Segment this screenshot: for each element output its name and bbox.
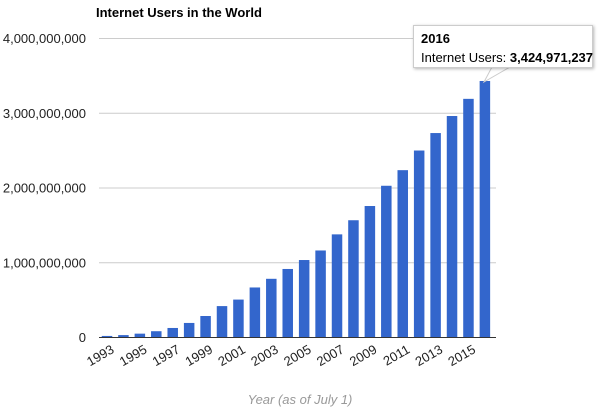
bar-1998[interactable] [183, 322, 195, 337]
bar-2008[interactable] [348, 220, 359, 337]
tooltip-value: 3,424,971,237 [509, 50, 594, 65]
bar-2004[interactable] [282, 268, 293, 337]
x-tick-label: 1999 [183, 342, 216, 369]
x-tick-label: 2011 [381, 342, 413, 369]
chart-title: Internet Users in the World [96, 5, 262, 20]
bar-2006[interactable] [315, 250, 326, 337]
tooltip-year: 2016 [421, 31, 450, 46]
y-tick-label: 3,000,000,000 [3, 106, 86, 121]
bar-2009[interactable] [364, 206, 376, 337]
y-tick-label: 2,000,000,000 [3, 181, 86, 196]
bar-2015[interactable] [463, 98, 474, 337]
x-tick-label: 2001 [215, 342, 248, 369]
bar-1996[interactable] [151, 331, 162, 337]
bar-2007[interactable] [331, 234, 343, 337]
tooltip: 2016 Internet Users: 3,424,971,237 [413, 25, 593, 68]
bar-2016[interactable] [479, 80, 491, 337]
bar-2014[interactable] [446, 116, 458, 337]
bar-2010[interactable] [381, 185, 392, 337]
y-tick-label: 0 [79, 330, 86, 345]
bar-1993[interactable] [101, 335, 113, 337]
y-tick-label: 4,000,000,000 [3, 31, 86, 46]
tooltip-pointer [482, 66, 512, 84]
bar-2005[interactable] [298, 260, 310, 337]
tooltip-label: Internet Users: [421, 50, 510, 65]
x-tick-label: 1993 [84, 342, 117, 369]
bar-2001[interactable] [233, 299, 244, 337]
x-tick-label: 2003 [248, 342, 281, 369]
bar-1994[interactable] [118, 335, 129, 337]
x-axis-title: Year (as of July 1) [248, 392, 353, 407]
bar-2002[interactable] [249, 287, 261, 337]
y-tick-label: 1,000,000,000 [3, 255, 86, 270]
x-tick-label: 2005 [281, 342, 314, 369]
bar-2013[interactable] [430, 133, 441, 337]
bar-1999[interactable] [200, 316, 211, 337]
bar-1997[interactable] [167, 327, 178, 337]
x-tick-label: 2015 [445, 342, 478, 369]
x-tick-label: 1995 [117, 342, 150, 369]
x-tick-label: 2009 [347, 342, 380, 369]
bar-1995[interactable] [134, 333, 146, 337]
bar-2003[interactable] [266, 278, 277, 337]
x-tick-label: 1997 [150, 342, 183, 369]
bar-2011[interactable] [397, 170, 408, 337]
bar-2000[interactable] [216, 306, 228, 337]
bar-2012[interactable] [413, 150, 425, 337]
x-tick-label: 2013 [413, 342, 446, 369]
x-tick-label: 2007 [314, 342, 347, 369]
